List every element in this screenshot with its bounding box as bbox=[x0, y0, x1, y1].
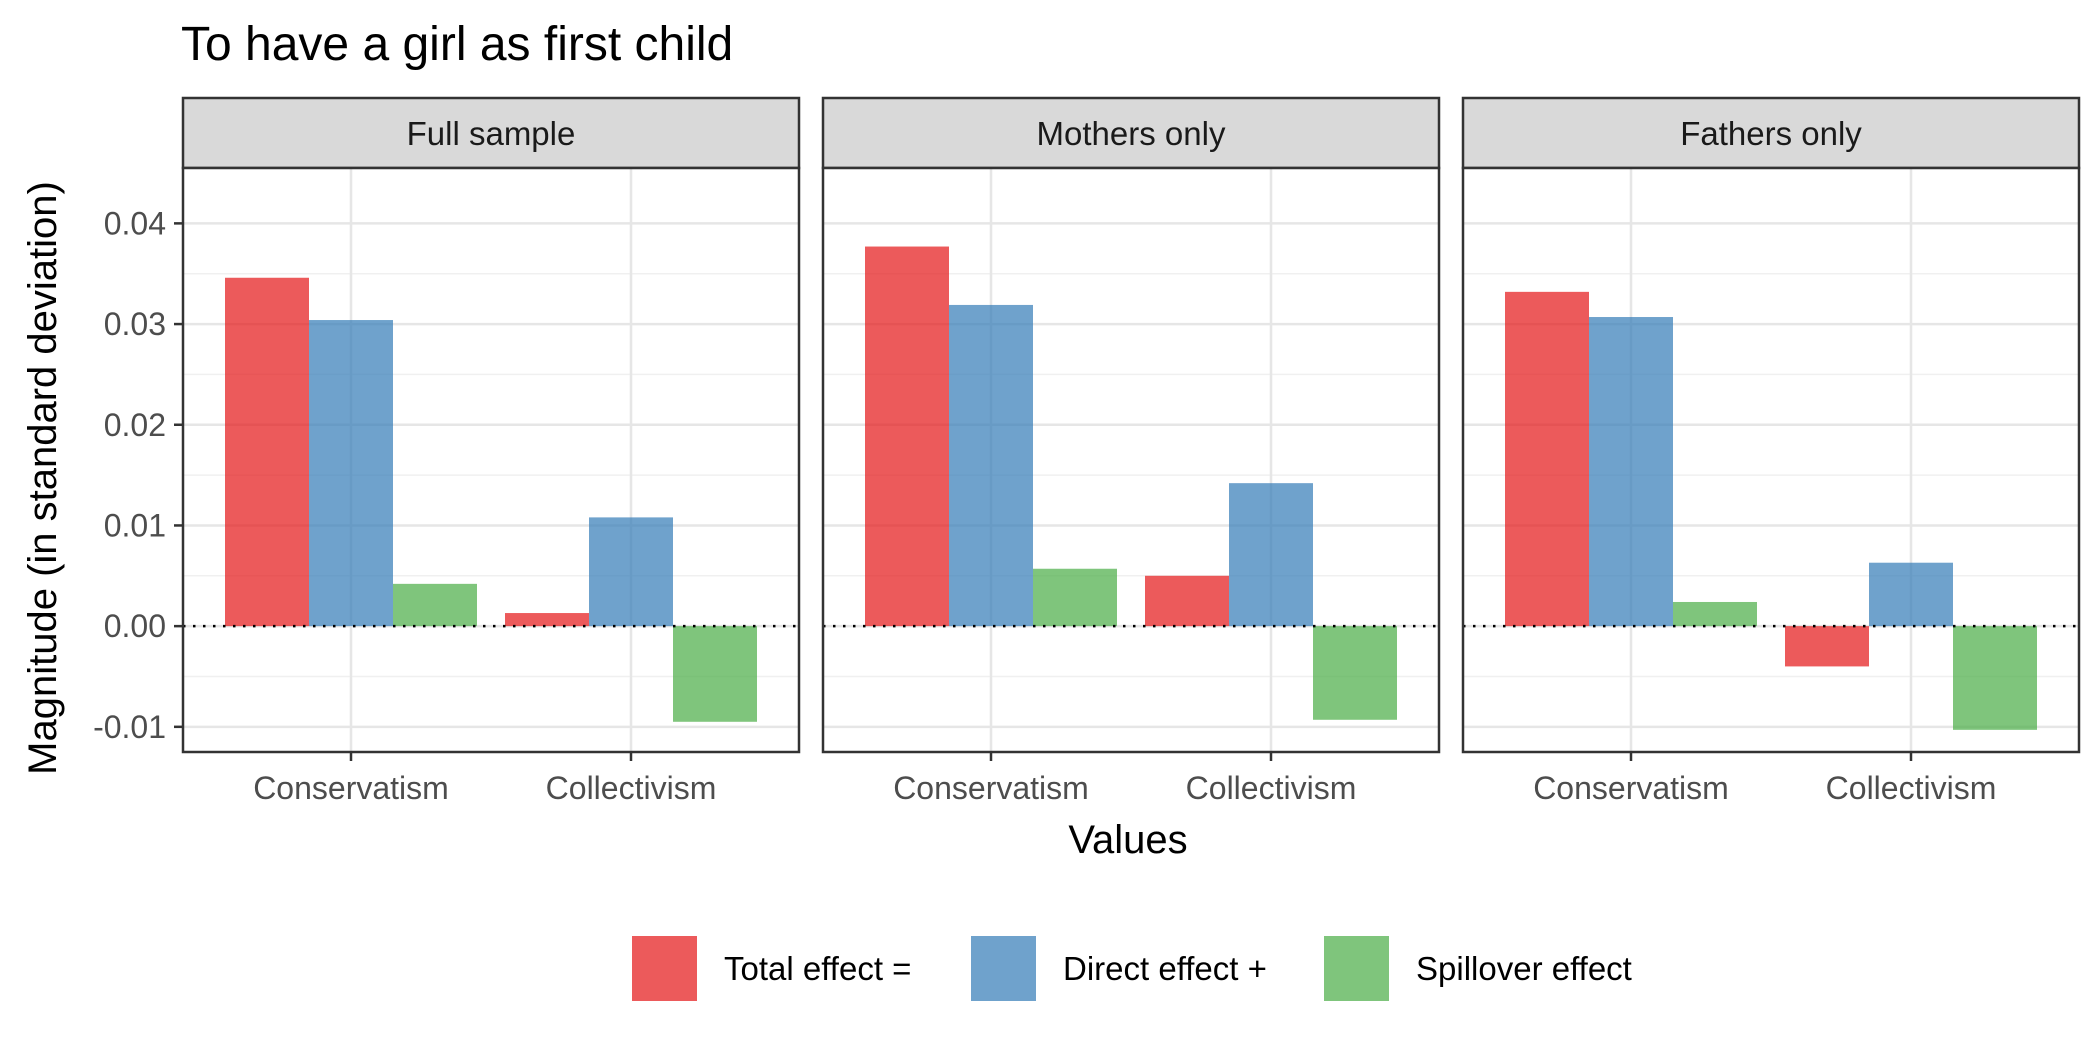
bar bbox=[1313, 626, 1397, 720]
bar bbox=[1869, 562, 1953, 627]
y-tick-label: 0.03 bbox=[104, 306, 166, 342]
facet-strip bbox=[1461, 96, 2081, 170]
y-tick-label: 0.00 bbox=[104, 608, 166, 644]
bar bbox=[673, 626, 757, 722]
bar bbox=[1785, 626, 1869, 667]
x-tick-label: Conservatism bbox=[893, 770, 1089, 806]
legend-label: Total effect = bbox=[724, 950, 911, 987]
legend-item: Total effect = bbox=[632, 936, 911, 1001]
y-tick-label: 0.04 bbox=[104, 205, 166, 241]
x-tick-label: Collectivism bbox=[1186, 770, 1357, 806]
x-axis-title: Values bbox=[1068, 818, 1187, 862]
bar bbox=[1953, 626, 2037, 730]
bar bbox=[1673, 601, 1757, 627]
x-tick-label: Collectivism bbox=[1826, 770, 1997, 806]
facet-panel: Mothers only Conservatism Collectivism bbox=[821, 96, 1441, 806]
legend-label: Spillover effect bbox=[1416, 950, 1632, 987]
legend-swatch bbox=[1324, 936, 1389, 1001]
bar bbox=[949, 304, 1033, 627]
facet-strip bbox=[181, 96, 801, 170]
bar bbox=[1505, 291, 1589, 627]
facet-strip-label: Fathers only bbox=[1680, 115, 1862, 152]
x-tick-label: Conservatism bbox=[1533, 770, 1729, 806]
bar bbox=[505, 613, 589, 627]
y-tick-label: 0.01 bbox=[104, 507, 166, 543]
legend-label: Direct effect + bbox=[1063, 950, 1267, 987]
bar bbox=[225, 277, 309, 627]
legend-swatch bbox=[971, 936, 1036, 1001]
facet-strip bbox=[821, 96, 1441, 170]
bar bbox=[589, 517, 673, 627]
x-tick-label: Collectivism bbox=[546, 770, 717, 806]
y-tick-label: 0.02 bbox=[104, 407, 166, 443]
bar bbox=[1145, 575, 1229, 627]
y-tick-label: -0.01 bbox=[93, 709, 166, 745]
panel-border bbox=[821, 166, 1441, 754]
bar bbox=[309, 320, 393, 627]
bar bbox=[1229, 483, 1313, 627]
legend-swatch bbox=[632, 936, 697, 1001]
x-tick-label: Conservatism bbox=[253, 770, 449, 806]
bar bbox=[865, 246, 949, 627]
facet-panel: Fathers only Conservatism Collectivism bbox=[1461, 96, 2081, 806]
facet-panel: Full sample Conservatism Collectivism bbox=[181, 96, 801, 806]
facet-strip-label: Mothers only bbox=[1037, 115, 1226, 152]
panel-border bbox=[181, 166, 801, 754]
legend: Total effect = Direct effect + Spillover e… bbox=[632, 936, 1632, 1001]
facet-strip-label: Full sample bbox=[407, 115, 576, 152]
panel-border bbox=[1461, 166, 2081, 754]
legend-item: Direct effect + bbox=[971, 936, 1267, 1001]
chart-title: To have a girl as first child bbox=[181, 18, 733, 71]
legend-item: Spillover effect bbox=[1324, 936, 1632, 1001]
bar bbox=[393, 583, 477, 627]
bar bbox=[1033, 568, 1117, 627]
y-axis: -0.01 0.00 0.01 0.02 0.03 0.04 bbox=[93, 205, 183, 745]
y-axis-title: Magnitude (in standard deviation) bbox=[21, 181, 65, 775]
bar bbox=[1589, 317, 1673, 627]
